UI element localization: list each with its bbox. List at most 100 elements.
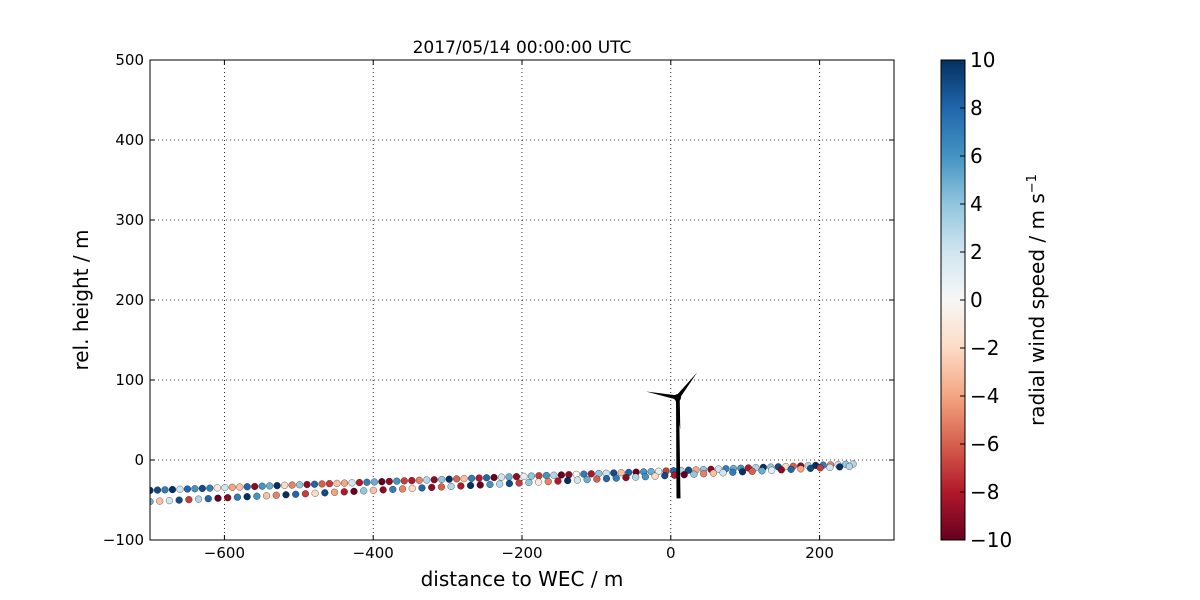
data-point: [612, 474, 620, 482]
y-tick-label: 500: [115, 51, 144, 69]
data-point: [580, 470, 588, 478]
data-point: [520, 472, 528, 480]
data-point: [369, 486, 377, 494]
data-point: [515, 479, 523, 487]
data-point: [266, 482, 274, 490]
colorbar-ticks: 10 8 6 4 2 0 −2 −4 −6 −8 −10: [960, 48, 1012, 552]
data-point: [564, 477, 572, 485]
data-point: [641, 473, 649, 481]
data-point: [583, 476, 591, 484]
data-point: [700, 470, 708, 478]
data-point: [325, 480, 334, 488]
colorbar-tick-label: 8: [970, 96, 983, 120]
turbine-tower: [675, 397, 681, 499]
data-point: [527, 472, 536, 480]
colorbar-tick-label: 6: [970, 144, 983, 168]
data-point: [333, 479, 341, 487]
x-tick-label: 0: [666, 544, 676, 562]
data-point: [311, 489, 319, 497]
data-point: [768, 466, 776, 474]
data-point: [836, 463, 844, 471]
x-tick-label: −600: [204, 544, 245, 562]
colorbar-tick-label: 2: [970, 240, 983, 264]
data-point: [214, 494, 222, 502]
data-point: [228, 483, 236, 491]
data-point: [415, 476, 423, 484]
x-tick-label: 200: [805, 544, 834, 562]
y-tick-label: 0: [134, 451, 144, 469]
data-point: [191, 485, 199, 493]
data-points: [150, 460, 857, 506]
data-point: [363, 478, 371, 486]
data-point: [651, 472, 659, 480]
data-point: [483, 474, 491, 482]
data-point: [453, 475, 461, 483]
data-point: [593, 475, 601, 483]
y-tick-label: 400: [115, 131, 144, 149]
data-point: [253, 492, 261, 500]
data-point: [243, 483, 251, 491]
data-point: [505, 479, 513, 488]
data-point: [573, 476, 581, 484]
data-point: [468, 474, 476, 482]
data-point: [273, 482, 281, 490]
data-point: [385, 477, 393, 485]
data-point: [408, 484, 416, 492]
data-point: [321, 489, 329, 497]
data-point: [787, 465, 795, 473]
colorbar-tick-label: −8: [970, 480, 999, 504]
data-point: [719, 469, 727, 477]
data-point: [460, 475, 468, 483]
data-point: [680, 471, 688, 479]
data-point: [281, 481, 289, 489]
data-point: [758, 467, 766, 475]
data-point: [544, 478, 552, 486]
data-point: [557, 471, 565, 479]
data-point: [505, 473, 513, 481]
data-point: [845, 462, 853, 470]
colorbar-tick-label: 0: [970, 288, 983, 312]
data-point: [379, 486, 387, 494]
data-point: [318, 480, 326, 488]
data-point: [497, 473, 506, 481]
data-point: [428, 483, 436, 491]
data-point: [684, 466, 693, 474]
data-point: [161, 486, 169, 494]
data-point: [311, 480, 319, 488]
data-point: [738, 468, 747, 476]
data-point: [153, 486, 162, 494]
data-point: [370, 478, 378, 486]
data-point: [204, 495, 212, 503]
data-point: [400, 477, 408, 485]
data-point: [183, 485, 191, 493]
data-point: [176, 485, 184, 493]
data-point: [175, 496, 183, 504]
data-point: [490, 473, 498, 482]
data-point: [457, 482, 465, 490]
data-point: [340, 479, 349, 487]
colorbar-label-exponent: −1: [1025, 174, 1040, 193]
data-point: [647, 468, 655, 476]
data-point: [165, 497, 173, 505]
data-point: [389, 485, 397, 493]
data-point: [512, 473, 521, 481]
colorbar-label-text: radial wind speed / m s: [1025, 193, 1049, 426]
data-point: [272, 491, 280, 499]
grid-lines: [150, 60, 894, 540]
data-point: [565, 471, 573, 479]
data-point: [748, 467, 756, 475]
data-point: [156, 497, 164, 505]
data-point: [816, 464, 824, 472]
data-point: [198, 484, 206, 492]
data-point: [550, 471, 558, 479]
data-point: [303, 480, 311, 489]
data-point: [221, 484, 229, 492]
y-tick-label: −100: [103, 531, 144, 549]
data-point: [378, 478, 386, 486]
colorbar-tick-label: −10: [970, 528, 1012, 552]
x-tick-label: −200: [501, 544, 542, 562]
data-point: [243, 493, 251, 501]
data-point: [296, 481, 304, 489]
data-point: [826, 463, 834, 471]
